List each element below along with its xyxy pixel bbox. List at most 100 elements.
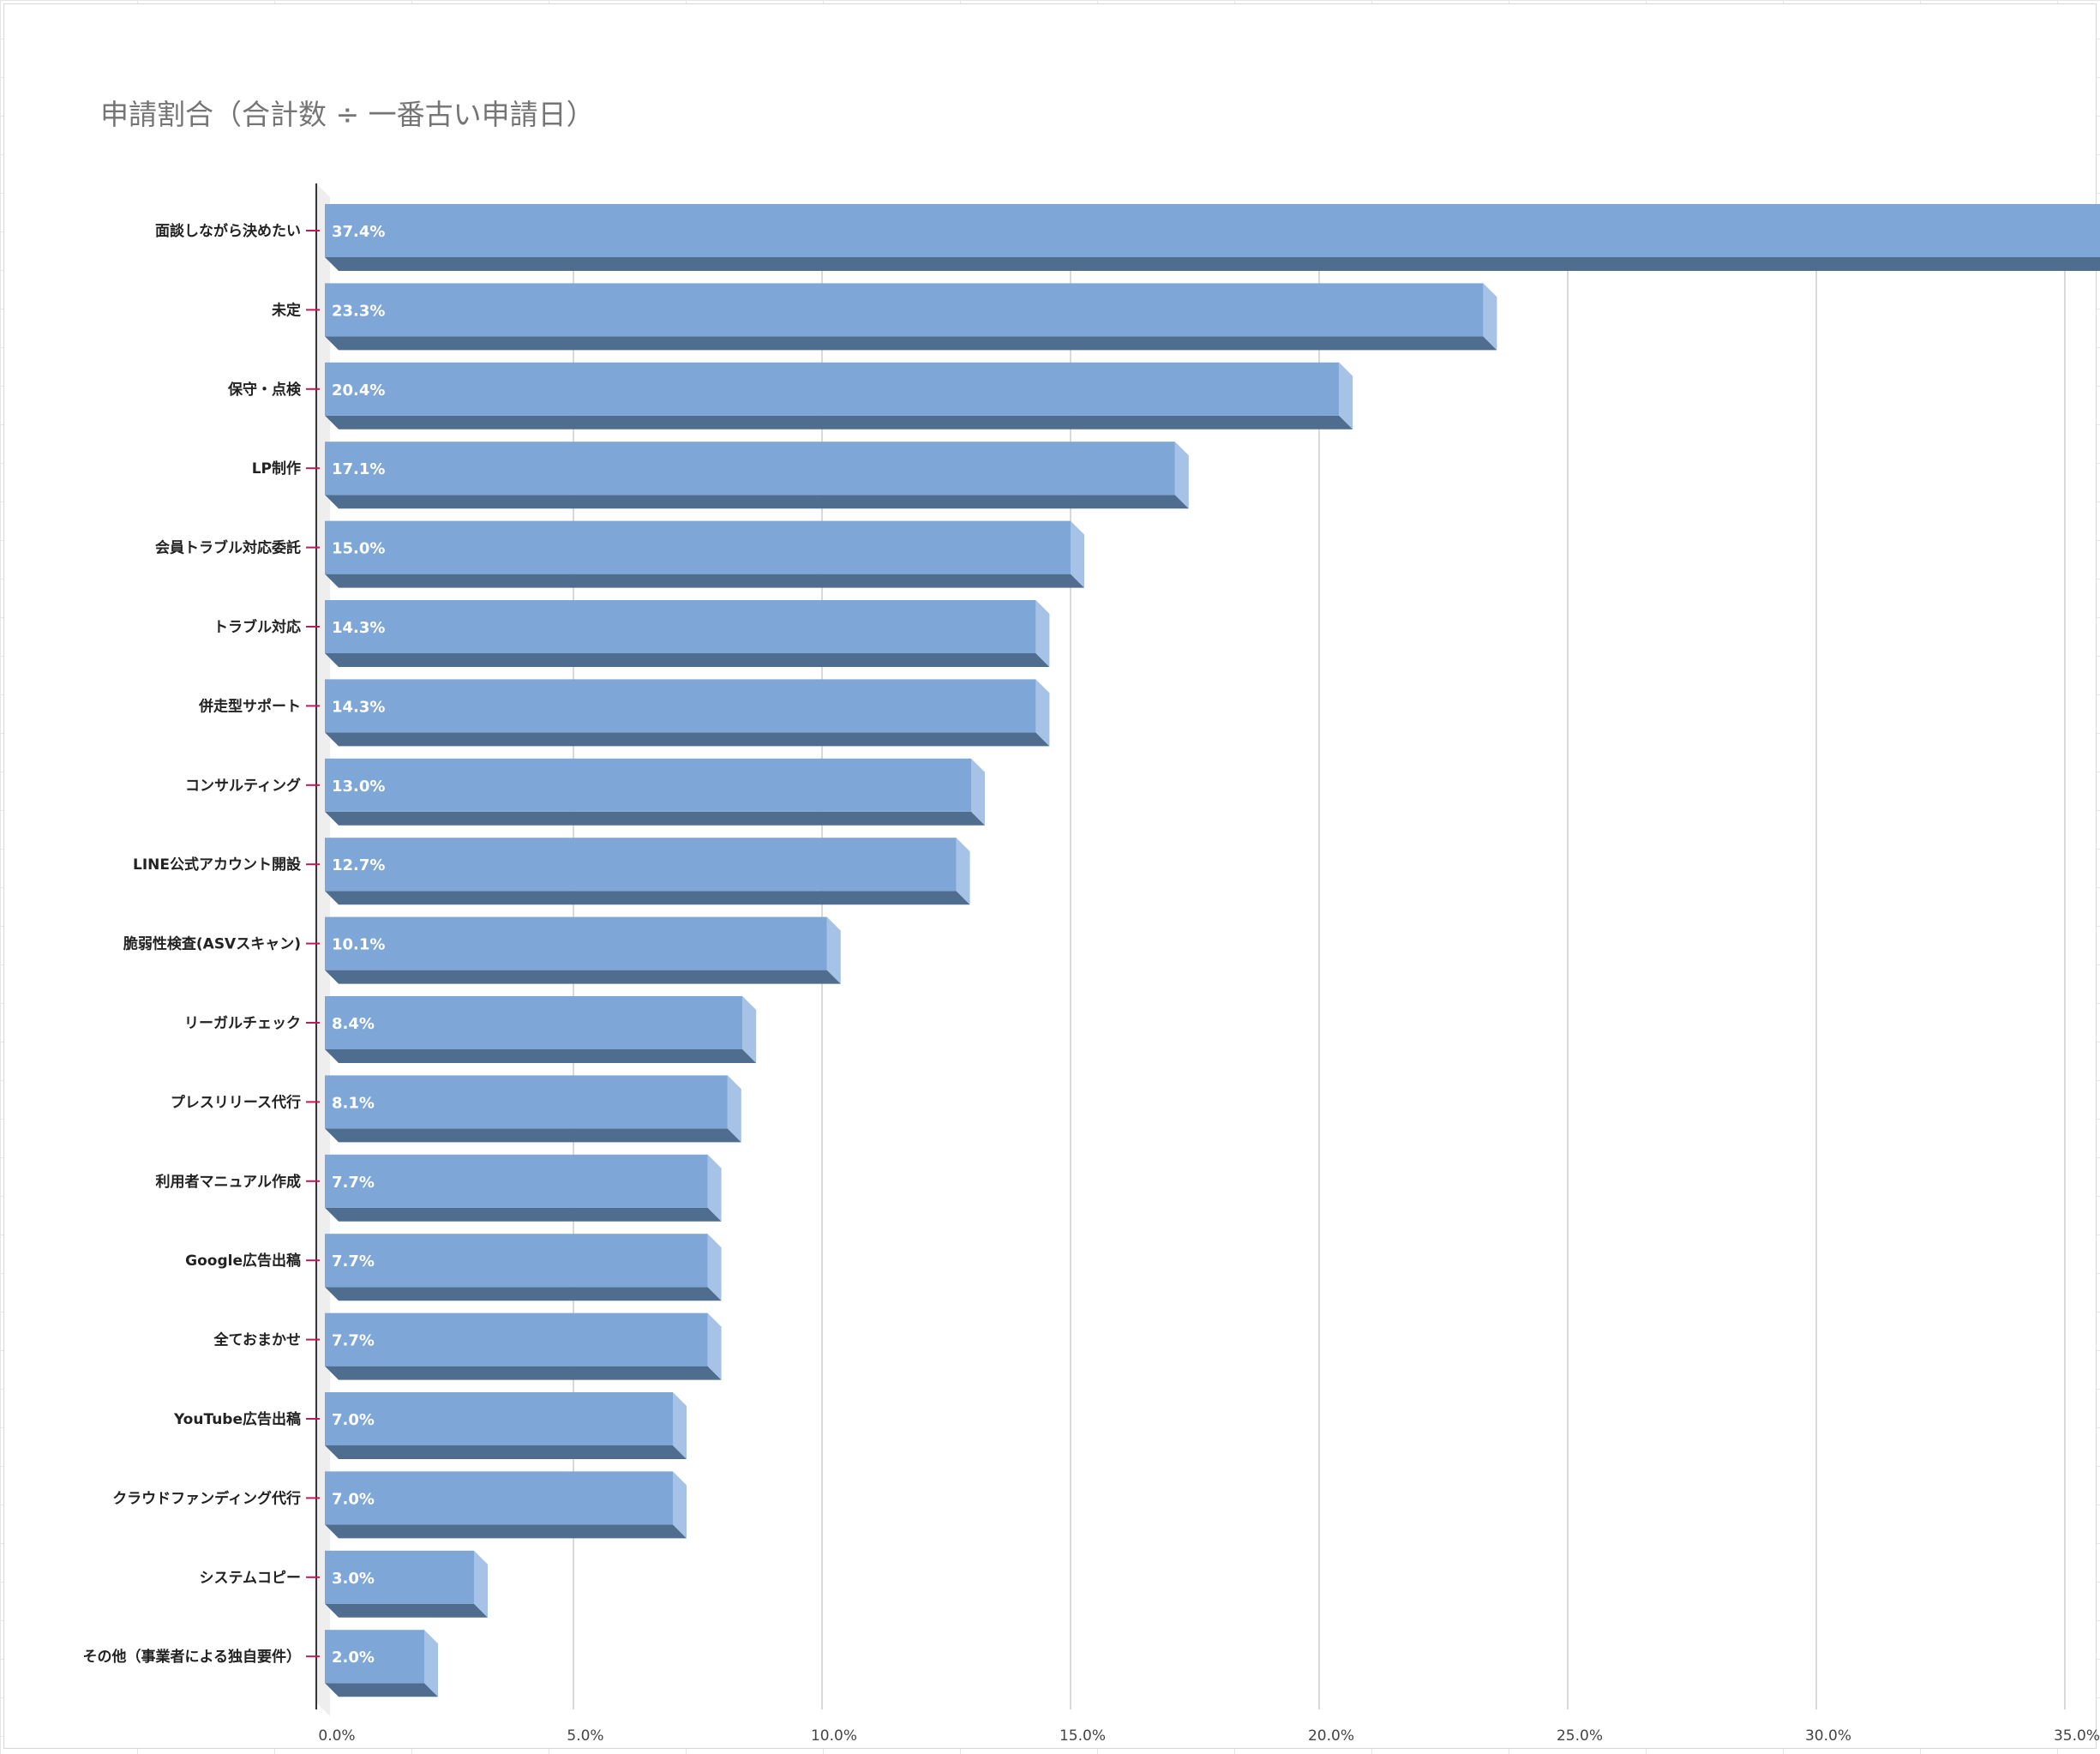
category-label: システムコピー [200,1570,302,1587]
bar-bottom-face [325,1603,488,1618]
bar-bottom-face [325,1683,438,1697]
bar-side-face [707,1234,722,1301]
x-tick-label: 10.0% [811,1727,857,1745]
category-label: 全ておまかせ [213,1331,302,1349]
bar-bottom-face [325,891,970,905]
bar-value-label: 8.1% [332,1094,375,1112]
x-tick-label: 0.0% [318,1727,355,1745]
bar-bottom-face [325,1445,687,1459]
bar[interactable] [325,679,1036,733]
x-tick-label: 5.0% [567,1727,603,1745]
bar-value-label: 7.7% [332,1332,375,1350]
bar-value-label: 14.3% [332,698,385,716]
bar-bottom-face [325,495,1189,509]
bar-side-face [826,916,841,984]
bar-value-label: 12.7% [332,856,385,874]
bar-bottom-face [325,415,1353,429]
category-label: LINE公式アカウント開設 [133,856,302,874]
bar-value-label: 15.0% [332,540,385,558]
bar[interactable] [325,1630,424,1684]
bar-bottom-face [325,811,985,826]
bar-bottom-face [325,1287,722,1301]
category-label: LP制作 [252,460,301,478]
bar[interactable] [325,758,971,812]
bar-bottom-face [325,1049,757,1063]
bar-side-face [673,1471,687,1539]
bar-bottom-face [325,574,1084,588]
bar-bottom-face [325,970,841,984]
bar-side-face [707,1312,722,1380]
category-label: 併走型サポート [198,697,301,715]
bar-side-face [1174,442,1189,509]
bar-bottom-face [325,257,2100,271]
x-tick-label: 20.0% [1308,1727,1354,1745]
bar-value-label: 13.0% [332,778,385,796]
x-tick-label: 30.0% [1805,1727,1851,1745]
category-label: リーガルチェック [184,1015,301,1032]
bar[interactable] [325,916,827,970]
bar-side-face [424,1630,438,1697]
bar-side-face [673,1392,687,1459]
bar-side-face [727,1075,741,1143]
category-label: Google広告出稿 [185,1252,301,1270]
bar[interactable] [325,1471,673,1525]
bar-bottom-face [325,1524,687,1539]
category-label: 脆弱性検査(ASVスキャン) [123,935,301,953]
bar-side-face [1339,362,1353,429]
category-label: 面談しながら決めたい [155,222,301,240]
bar-bottom-face [325,336,1497,351]
bar[interactable] [325,996,743,1049]
bar-value-label: 17.1% [332,460,385,478]
bar-side-face [971,758,985,826]
bar[interactable] [325,1234,708,1288]
bar[interactable] [325,283,1484,337]
bar-value-label: 3.0% [332,1570,375,1588]
bar[interactable] [325,1075,728,1129]
bar-value-label: 8.4% [332,1015,375,1033]
category-label: プレスリリース代行 [171,1093,301,1111]
bar[interactable] [325,362,1340,416]
bar-value-label: 37.4% [332,223,385,241]
bar[interactable] [325,442,1175,496]
bar[interactable] [325,838,957,892]
bar[interactable] [325,1154,708,1208]
category-label: 保守・点検 [227,381,302,399]
bar[interactable] [325,1392,673,1445]
bar-bottom-face [325,732,1050,747]
bar-side-face [474,1550,488,1618]
category-label: YouTube広告出稿 [173,1410,301,1428]
bar-side-face [1071,520,1084,588]
bar-side-face [1035,679,1050,747]
bar[interactable] [325,204,2100,257]
bar-value-label: 23.3% [332,302,385,320]
bar-value-label: 2.0% [332,1649,375,1667]
category-label: 未定 [271,301,301,319]
bar-side-face [1035,600,1050,667]
bar-value-label: 20.4% [332,381,385,399]
bar-side-face [1483,283,1497,351]
bar[interactable] [325,1312,708,1367]
bar[interactable] [325,600,1036,653]
category-label: 利用者マニュアル作成 [156,1173,302,1191]
bar-bottom-face [325,1128,741,1143]
chart-title: 申請割合（合計数 ÷ 一番古い申請日） [100,98,595,131]
bar-side-face [956,838,970,905]
bar-value-label: 7.7% [332,1174,375,1192]
bar-bottom-face [325,1366,722,1380]
bar-value-label: 7.0% [332,1411,375,1429]
category-label: その他（事業者による独自要件） [83,1648,302,1666]
bar-side-face [742,996,757,1063]
bar[interactable] [325,520,1071,574]
category-label: コンサルティング [185,777,301,795]
bar-bottom-face [325,653,1050,667]
x-tick-label: 25.0% [1557,1727,1603,1745]
category-label: クラウドファンディング代行 [112,1489,301,1507]
bar-bottom-face [325,1207,722,1222]
bar-side-face [707,1154,722,1222]
bar-value-label: 7.0% [332,1490,375,1508]
bar[interactable] [325,1550,474,1604]
x-tick-label: 15.0% [1059,1727,1106,1745]
category-label: 会員トラブル対応委託 [155,539,301,557]
bar-value-label: 10.1% [332,936,385,954]
